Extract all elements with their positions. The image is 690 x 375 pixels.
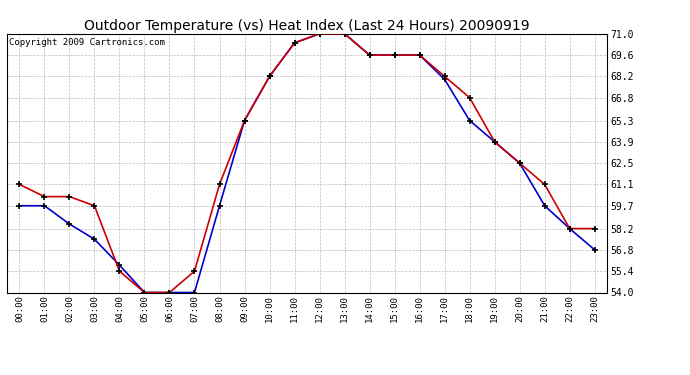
Text: Copyright 2009 Cartronics.com: Copyright 2009 Cartronics.com (9, 38, 165, 46)
Title: Outdoor Temperature (vs) Heat Index (Last 24 Hours) 20090919: Outdoor Temperature (vs) Heat Index (Las… (84, 19, 530, 33)
